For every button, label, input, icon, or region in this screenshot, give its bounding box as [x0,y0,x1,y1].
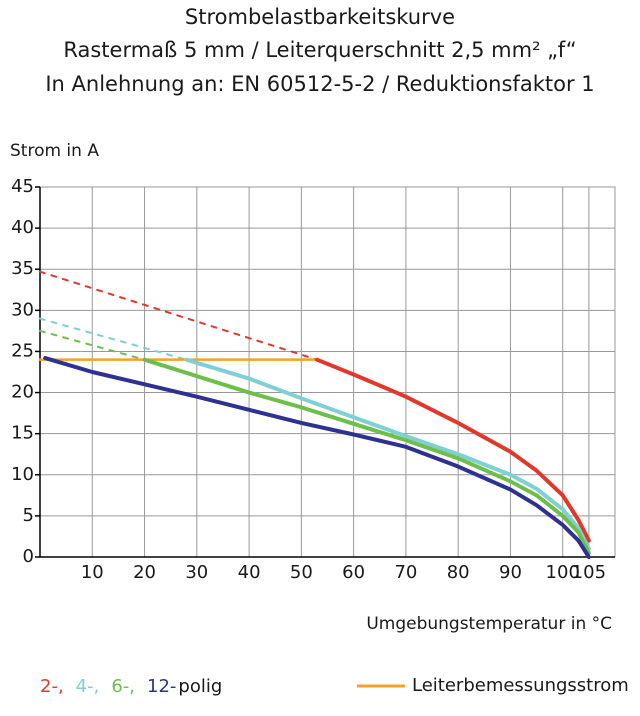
legend-label: 4-, [76,676,100,697]
chart-subtitle: Rastermaß 5 mm / Leiterquerschnitt 2,5 m… [63,38,576,62]
y-tick-label: 35 [11,258,34,279]
x-tick-label: 20 [133,562,156,583]
chart-subtitle: In Anlehnung an: EN 60512-5-2 / Reduktio… [45,72,594,96]
x-tick-label: 30 [185,562,208,583]
y-tick-label: 25 [11,340,34,361]
series-line [142,357,591,555]
y-tick-label: 0 [23,546,34,567]
legend-label: 12- [147,676,176,697]
y-tick-label: 30 [11,299,34,320]
legend-label: Leiterbemessungsstrom [412,675,629,696]
y-tick-label: 40 [11,217,34,238]
y-tick-label: 10 [11,464,34,485]
series-line [315,357,591,543]
x-tick-label: 100 [546,562,580,583]
series-line [43,356,591,559]
series-line [184,357,591,551]
chart-title: Strombelastbarkeitskurve [185,5,455,29]
y-tick-label: 5 [23,505,34,526]
x-tick-label: 70 [394,562,417,583]
x-tick-label: 50 [290,562,313,583]
legend-label: 2-, [40,676,64,697]
x-tick-label: 40 [238,562,261,583]
x-tick-label: 90 [499,562,522,583]
y-tick-label: 20 [11,382,34,403]
x-tick-label: 10 [81,562,104,583]
y-tick-label: 45 [11,176,34,197]
x-tick-label: 60 [342,562,365,583]
x-tick-label: 80 [447,562,470,583]
x-tick-label: 105 [572,562,606,583]
legend-suffix: polig [178,676,222,697]
legend-label: 6-, [111,676,135,697]
x-axis-label: Umgebungstemperatur in °C [366,614,612,634]
extrapolation-line [39,317,188,361]
y-tick-label: 15 [11,423,34,444]
extrapolation-line [39,270,319,361]
y-axis-label: Strom in A [10,141,99,161]
